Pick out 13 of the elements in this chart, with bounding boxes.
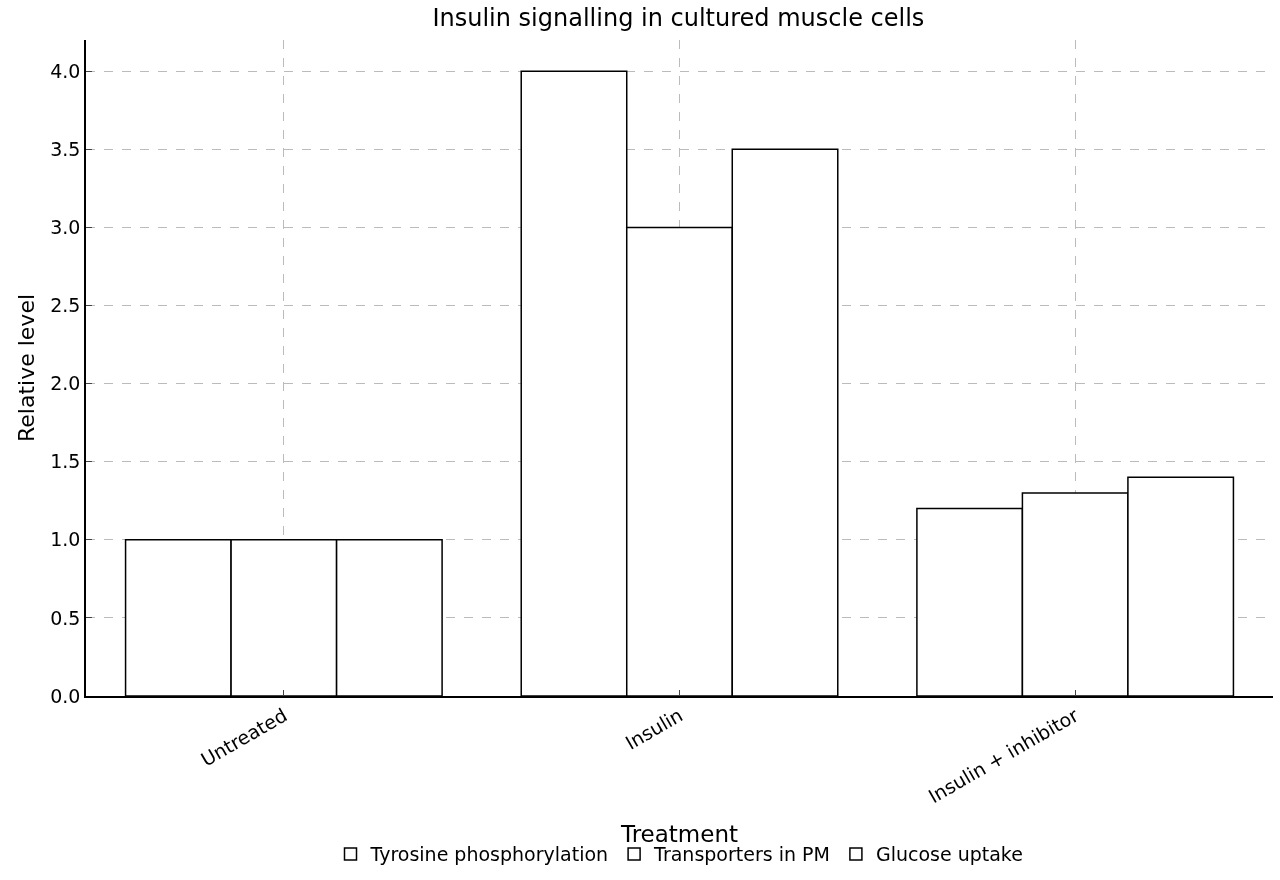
- y-tick-label: 0.0: [50, 684, 81, 707]
- chart-title: Insulin signalling in cultured muscle cells: [432, 3, 925, 32]
- y-tick-label: 1.0: [50, 528, 81, 551]
- legend-label: Glucose uptake: [875, 843, 1023, 866]
- y-tick-label: 2.0: [50, 372, 81, 395]
- y-tick-label: 2.5: [50, 294, 81, 317]
- y-tick-label: 4.0: [50, 59, 81, 82]
- y-axis-title: Relative level: [13, 293, 39, 443]
- y-tick-label: 1.5: [50, 450, 81, 473]
- y-tick-label: 3.0: [50, 216, 81, 239]
- y-tick-label: 3.5: [50, 137, 81, 160]
- y-tick-label: 0.5: [50, 606, 81, 629]
- legend-label: Tyrosine phosphorylation: [369, 843, 609, 866]
